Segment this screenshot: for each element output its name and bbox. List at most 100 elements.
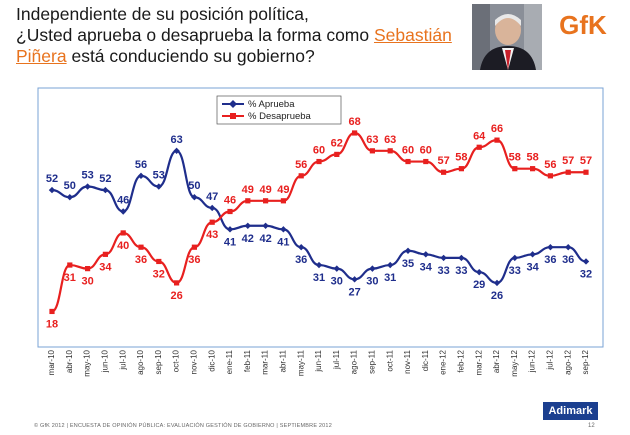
president-photo [472,4,542,70]
x-tick-label-mar-10: mar-10 [47,349,56,375]
x-tick-label-oct-10: oct-10 [172,349,181,372]
data-point-disapprove-mar-11 [263,198,269,204]
data-label-approve-abr-11: 41 [277,236,289,248]
data-label-approve-sep-11: 30 [366,276,378,288]
title-line-3-text: está conduciendo su gobierno? [66,46,315,66]
data-label-approve-ene-11: 41 [224,236,236,248]
data-point-approve-jul-11 [333,265,340,272]
data-point-approve-feb-12 [458,254,465,262]
data-label-approve-nov-10: 50 [188,180,200,192]
data-point-disapprove-dic-10 [209,219,215,225]
data-point-disapprove-nov-11 [405,158,411,165]
data-label-approve-feb-11: 42 [242,233,254,245]
x-tick-label-nov-10: nov-10 [190,349,199,374]
data-point-approve-abr-11 [280,226,287,233]
page-number: 12 [588,423,595,429]
data-point-disapprove-sep-10 [156,258,162,265]
data-label-approve-may-12: 33 [509,265,521,277]
x-tick-label-sep-12: sep-12 [581,349,590,374]
data-label-disapprove-mar-10: 18 [46,318,58,330]
x-tick-label-oct-11: oct-11 [385,349,394,371]
data-point-disapprove-ago-11 [352,130,358,136]
data-label-approve-jun-11: 31 [313,272,325,284]
legend-label-approve: % Aprueba [248,99,295,110]
data-point-disapprove-may-10 [85,266,91,272]
data-point-approve-ago-12 [565,244,572,251]
data-label-disapprove-jun-11: 60 [313,145,325,157]
gfk-logo: GfK [559,10,607,40]
data-label-disapprove-oct-11: 63 [384,134,396,146]
x-tick-label-abr-12: abr-12 [492,349,501,373]
data-point-approve-oct-11 [387,261,394,269]
footer-text: © GfK 2012 | ENCUESTA DE OPINIÓN PÚBLICA… [34,423,332,429]
x-tick-label-ene-11: ene-11 [225,349,234,374]
data-label-disapprove-sep-12: 57 [580,155,592,167]
data-point-disapprove-feb-11 [245,198,251,204]
legend: % Aprueba % Desaprueba [216,95,342,125]
data-label-approve-sep-10: 53 [153,170,165,182]
data-point-approve-mar-10 [48,186,56,194]
data-label-disapprove-may-12: 58 [509,152,521,164]
title-line-3: Piñera está conduciendo su gobierno? [16,46,456,67]
x-tick-label-ago-10: ago-10 [136,349,145,374]
data-label-disapprove-abr-12: 66 [491,123,503,135]
data-point-approve-may-10 [84,183,91,190]
data-label-disapprove-oct-10: 26 [170,290,182,302]
data-label-disapprove-sep-11: 63 [366,134,378,146]
x-tick-label-may-10: may-10 [83,349,92,376]
x-tick-label-sep-11: sep-11 [368,349,377,373]
data-label-approve-nov-11: 35 [402,258,414,270]
data-point-disapprove-may-11 [298,173,304,179]
data-label-approve-jun-10: 52 [99,173,111,185]
data-point-approve-jun-11 [315,261,323,269]
x-tick-label-ene-12: ene-12 [439,349,448,374]
adimark-logo: Adimark [543,402,598,420]
x-tick-label-nov-11: nov-11 [403,349,412,373]
data-label-disapprove-feb-11: 49 [242,184,254,196]
data-point-disapprove-jun-11 [316,158,322,165]
data-point-approve-jul-10 [120,208,127,215]
data-label-disapprove-abr-10: 31 [64,272,76,284]
data-point-approve-nov-11 [404,247,412,254]
legend-box [216,95,342,125]
series-layer [48,130,590,315]
president-name-first[interactable]: Sebastián [373,25,452,45]
data-label-approve-oct-10: 63 [170,134,182,146]
data-point-approve-ago-10 [137,172,145,180]
title-line-1: Independiente de su posición política, [16,4,309,24]
data-label-disapprove-jul-12: 56 [544,159,556,171]
data-label-approve-may-11: 36 [295,254,307,266]
x-tick-label-feb-11: feb-11 [243,349,252,372]
data-label-approve-abr-12: 26 [491,290,503,302]
x-tick-label-jun-12: jun-12 [528,349,537,373]
data-label-approve-oct-11: 31 [384,272,396,284]
x-tick-label-mar-11: mar-11 [261,349,270,374]
x-tick-label-ago-11: ago-11 [350,349,359,374]
data-label-disapprove-abr-11: 49 [277,184,289,196]
legend-marker-disapprove [230,113,236,119]
x-tick-label-sep-10: sep-10 [154,349,163,374]
data-label-approve-jul-11: 30 [331,276,343,288]
x-tick-label-jun-11: jun-11 [314,349,323,372]
president-name-last[interactable]: Piñera [16,46,67,66]
data-point-disapprove-jul-10 [120,230,126,236]
data-label-disapprove-ago-11: 68 [348,116,360,128]
data-label-approve-mar-11: 42 [259,233,271,245]
data-label-disapprove-dic-11: 60 [420,145,432,157]
data-point-disapprove-abr-10 [67,262,73,268]
legend-marker-approve [229,100,237,108]
x-tick-label-jul-12: jul-12 [546,349,555,370]
data-labels: 52 50 53 52 46 56 53 63 50 47 41 42 42 41 36 31 30 27 30 31… [46,116,592,330]
data-label-disapprove-nov-10: 36 [188,254,200,266]
x-tick-label-abr-11: abr-11 [279,349,288,372]
gfk-logo-text: GfK [559,10,607,40]
x-tick-label-dic-11: dic-11 [421,349,430,371]
data-point-approve-mar-12 [476,268,483,276]
data-label-approve-dic-11: 34 [420,261,433,273]
x-tick-label-abr-10: abr-10 [65,349,74,373]
x-tick-label-mar-12: mar-12 [474,349,483,375]
chart-title: Independiente de su posición política, ¿… [16,4,456,67]
data-label-approve-feb-12: 33 [455,265,467,277]
data-point-disapprove-oct-10 [174,280,180,286]
data-point-disapprove-ene-11 [227,208,233,215]
